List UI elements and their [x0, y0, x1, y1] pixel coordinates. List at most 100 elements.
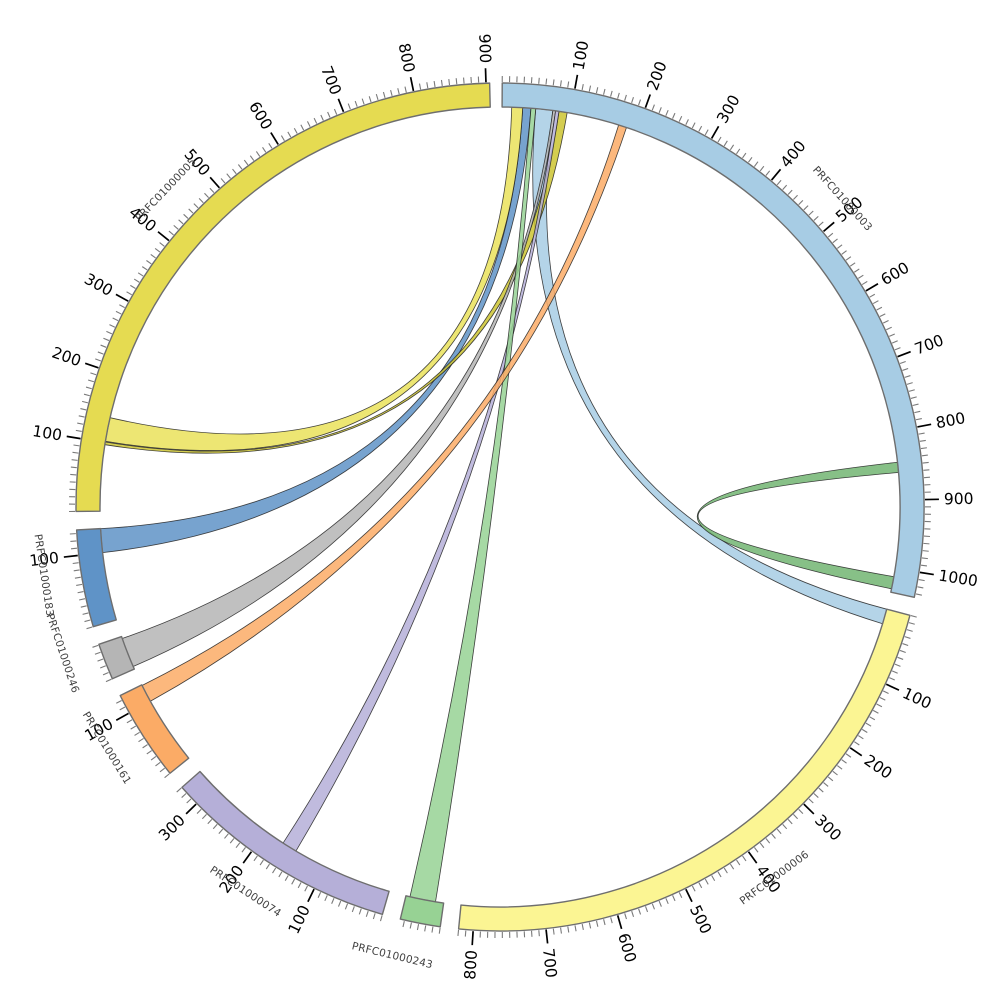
minor-tick: [100, 665, 106, 669]
minor-tick: [798, 199, 804, 206]
minor-tick: [678, 115, 683, 122]
minor-tick: [146, 260, 152, 265]
tick-label-PRFC01000003-1000: 1000: [937, 567, 979, 591]
major-tick: [157, 231, 170, 242]
minor-tick: [97, 351, 104, 355]
segment-arc-PRFC01000074: [181, 770, 390, 916]
minor-tick: [280, 135, 285, 141]
tick-label-PRFC01000005-300: 300: [81, 270, 116, 300]
minor-tick: [186, 798, 192, 804]
minor-tick: [538, 930, 540, 937]
minor-tick: [137, 272, 144, 277]
major-tick: [917, 423, 932, 428]
minor-tick: [368, 96, 372, 103]
minor-tick: [382, 91, 386, 98]
minor-tick: [808, 798, 814, 804]
minor-tick: [119, 304, 125, 309]
minor-tick: [759, 165, 765, 172]
minor-tick: [344, 903, 349, 910]
ribbon-003-self: [696, 461, 899, 590]
minor-tick: [404, 86, 407, 93]
minor-tick: [921, 454, 928, 457]
minor-tick: [602, 88, 606, 95]
tick-label-PRFC01000005-700: 700: [317, 63, 345, 97]
minor-tick: [320, 114, 324, 121]
minor-tick: [431, 926, 434, 933]
minor-tick: [658, 107, 662, 114]
segment-arc-PRFC01000183: [75, 527, 117, 628]
major-tick: [66, 435, 81, 440]
major-tick: [710, 125, 720, 139]
minor-tick: [243, 159, 249, 166]
minor-tick: [717, 136, 722, 143]
minor-tick: [390, 89, 393, 97]
tick-group-PRFC01000183: 100: [28, 533, 93, 630]
minor-tick: [133, 278, 140, 283]
major-tick: [270, 132, 279, 145]
minor-tick: [130, 284, 136, 289]
minor-tick: [665, 109, 669, 116]
minor-tick: [672, 112, 676, 119]
minor-tick: [581, 923, 584, 930]
minor-tick: [691, 122, 696, 129]
tick-label-PRFC01000003-900: 900: [944, 490, 974, 509]
minor-tick: [287, 131, 292, 138]
minor-tick: [235, 842, 241, 849]
minor-tick: [753, 161, 759, 167]
minor-tick: [787, 189, 793, 195]
minor-tick: [237, 164, 243, 170]
tick-label-PRFC01000005-100: 100: [31, 422, 63, 445]
minor-tick: [351, 906, 355, 913]
major-tick: [63, 554, 78, 558]
minor-tick: [115, 310, 122, 315]
minor-tick: [698, 125, 703, 132]
minor-tick: [849, 262, 856, 267]
minor-tick: [196, 808, 202, 814]
segment-arc-PRFC01000005: [75, 82, 491, 513]
segment-PRFC01000003: 1002003004005006007008009001000PRFC01000…: [501, 39, 979, 599]
tick-label-PRFC01000003-800: 800: [934, 409, 966, 432]
minor-tick: [142, 744, 148, 749]
minor-tick: [418, 83, 422, 90]
minor-tick: [126, 719, 133, 724]
minor-tick: [753, 847, 759, 853]
minor-tick: [448, 78, 451, 86]
minor-tick: [440, 79, 443, 87]
minor-tick: [897, 656, 904, 660]
major-tick: [885, 683, 900, 691]
minor-tick: [76, 583, 83, 587]
minor-tick: [672, 895, 676, 902]
minor-tick: [665, 898, 669, 905]
minor-tick: [176, 787, 182, 793]
minor-tick: [105, 678, 112, 683]
tick-label-PRFC01000005-900: 900: [475, 33, 494, 63]
minor-tick: [771, 833, 776, 839]
minor-tick: [103, 337, 110, 342]
minor-tick: [77, 591, 84, 594]
minor-tick: [832, 770, 838, 776]
minor-tick: [837, 765, 843, 770]
minor-tick: [402, 920, 405, 928]
segment-arc-PRFC01000243: [399, 895, 445, 928]
minor-tick: [765, 838, 771, 844]
minor-tick: [155, 761, 161, 767]
minor-tick: [538, 77, 540, 84]
major-tick: [685, 888, 693, 903]
minor-tick: [872, 709, 879, 714]
minor-tick: [188, 208, 194, 214]
minor-tick: [651, 104, 655, 111]
minor-tick: [95, 358, 102, 362]
minor-tick: [889, 333, 895, 337]
minor-tick: [146, 750, 153, 755]
minor-tick: [71, 459, 78, 461]
segment-arc-PRFC01000003: [501, 82, 925, 599]
major-tick: [115, 293, 129, 302]
minor-tick: [82, 612, 89, 615]
minor-tick: [912, 403, 919, 407]
minor-tick: [904, 636, 911, 639]
minor-tick: [832, 238, 838, 244]
minor-tick: [920, 564, 928, 567]
major-tick: [471, 931, 474, 946]
minor-tick: [704, 878, 709, 885]
